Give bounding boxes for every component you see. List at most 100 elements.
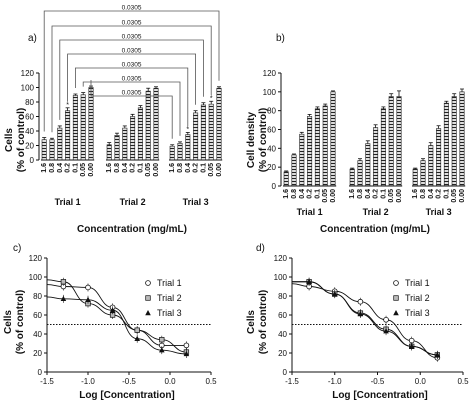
panel-d-ylabel-1: Cells xyxy=(246,310,257,334)
d-legend-marker-square xyxy=(393,295,399,301)
panel-a-label: a) xyxy=(28,33,37,44)
d-x-tick-label: 0.5 xyxy=(457,377,469,386)
a-x-tick-label: 0.05 xyxy=(208,163,215,177)
d-y-tick-label: 20 xyxy=(278,349,287,358)
b-x-tick-label: 0.05 xyxy=(322,189,329,203)
a-x-tick-label: 0.2 xyxy=(130,163,137,173)
a-significance-label: 0.0305 xyxy=(122,48,142,55)
c-y-tick-label: 80 xyxy=(33,292,42,301)
c-marker-triangle xyxy=(159,347,165,353)
a-significance-bracket xyxy=(51,25,212,133)
b-x-tick-label: 0.05 xyxy=(388,189,395,203)
b-x-tick-label: 0.2 xyxy=(307,189,314,199)
a-significance-label: 0.0305 xyxy=(122,34,142,41)
d-marker-circle xyxy=(357,298,364,305)
c-legend-marker-circle xyxy=(145,280,151,286)
a-y-tick-label: 100 xyxy=(21,84,35,93)
a-significance-label: 0.0305 xyxy=(122,90,142,97)
b-x-tick-label: 0.00 xyxy=(330,189,337,203)
c-x-tick-label: -1.5 xyxy=(40,377,54,386)
d-legend-label: Trial 2 xyxy=(405,293,430,303)
panel-d-plot: 0 20 40 60 80 100 120 -1.5 -1.0 -0.5 0.0 0.5 Trial 1… xyxy=(274,254,469,386)
d-x-tick-label: -0.5 xyxy=(371,377,385,386)
d-x-tick-label: -1.0 xyxy=(328,377,342,386)
b-x-tick-label: 0.1 xyxy=(314,189,321,199)
b-x-tick-label: 1.6 xyxy=(412,189,419,199)
a-bar xyxy=(177,143,183,161)
a-bar xyxy=(114,135,120,161)
c-marker-triangle xyxy=(60,295,67,302)
panel-d-xlabel: Log [Concentration] xyxy=(332,390,428,401)
c-legend-label: Trial 3 xyxy=(157,308,182,318)
c-y-tick-label: 100 xyxy=(29,273,43,282)
c-y-tick-label: 40 xyxy=(33,330,42,339)
panel-b: b) Cell density (% of control) Concentra… xyxy=(246,33,466,235)
b-bar xyxy=(451,96,457,187)
a-significance-label: 0.0305 xyxy=(122,76,142,83)
panel-b-ylabel-2: (% of control) xyxy=(258,108,269,172)
d-marker-triangle xyxy=(383,328,389,334)
d-y-tick-label: 60 xyxy=(278,311,287,320)
b-bar xyxy=(299,133,305,187)
d-marker-triangle xyxy=(331,291,338,297)
a-bar xyxy=(208,103,214,161)
a-bar xyxy=(169,145,175,161)
a-x-tick-label: 0.05 xyxy=(145,163,152,177)
c-marker-circle xyxy=(183,342,190,349)
d-marker-triangle xyxy=(357,311,364,317)
c-x-tick-label: -0.5 xyxy=(122,377,136,386)
panel-d-label: d) xyxy=(256,243,265,254)
a-bar xyxy=(145,90,151,161)
panel-c: c) Cells (% of control) Log [Concentrati… xyxy=(3,243,217,401)
d-x-tick-label: -1.5 xyxy=(285,377,299,386)
b-x-tick-label: 0.4 xyxy=(299,189,306,199)
a-x-tick-label: 0.1 xyxy=(72,163,79,173)
a-asterisk: * xyxy=(186,126,189,133)
a-significance-bracket xyxy=(75,67,189,127)
b-x-tick-label: 1.6 xyxy=(283,189,290,199)
b-x-tick-label: 0.8 xyxy=(291,189,298,199)
b-x-tick-label: 0.1 xyxy=(380,189,387,199)
a-y-tick-label: 80 xyxy=(25,98,34,107)
a-bar xyxy=(41,139,47,161)
c-marker-square xyxy=(159,337,165,343)
b-bar xyxy=(283,171,289,187)
b-x-tick-label: 0.1 xyxy=(443,189,450,199)
b-bar xyxy=(380,108,386,187)
a-significance-bracket xyxy=(59,39,204,120)
a-bar xyxy=(65,110,71,161)
c-marker-square xyxy=(134,327,140,333)
b-x-tick-label: 0.4 xyxy=(428,189,435,199)
b-x-tick-label: 1.6 xyxy=(349,189,356,199)
a-bar xyxy=(137,107,143,161)
a-x-tick-label: 0.2 xyxy=(65,163,72,173)
b-bar xyxy=(420,160,426,187)
a-x-tick-label: 0.4 xyxy=(185,163,192,173)
a-bar xyxy=(57,127,63,161)
d-y-tick-label: 80 xyxy=(278,292,287,301)
panel-d: d) Cells (% of control) Log [Concentrati… xyxy=(246,243,469,401)
b-y-tick-label: 80 xyxy=(267,107,276,116)
b-y-tick-label: 60 xyxy=(267,126,276,135)
a-bar xyxy=(80,94,86,161)
d-y-tick-label: 100 xyxy=(274,273,288,282)
c-y-tick-label: 0 xyxy=(38,368,43,377)
d-marker-triangle xyxy=(408,343,415,349)
a-bar xyxy=(153,87,159,161)
d-y-tick-label: 0 xyxy=(283,368,288,377)
panel-c-ylabel-1: Cells xyxy=(3,310,14,334)
b-group-label: Trial 3 xyxy=(426,207,452,217)
a-bar xyxy=(216,87,222,161)
a-group-label: Trial 2 xyxy=(120,197,146,207)
c-legend-marker-square xyxy=(145,295,151,301)
d-y-tick-label: 120 xyxy=(274,254,288,263)
a-asterisk: * xyxy=(66,102,69,109)
a-x-tick-label: 0.8 xyxy=(114,163,121,173)
b-x-tick-label: 0.8 xyxy=(357,189,364,199)
c-marker-triangle xyxy=(183,350,190,357)
a-y-tick-label: 60 xyxy=(25,113,34,122)
d-legend-label: Trial 1 xyxy=(405,278,430,288)
b-bar xyxy=(459,91,465,187)
